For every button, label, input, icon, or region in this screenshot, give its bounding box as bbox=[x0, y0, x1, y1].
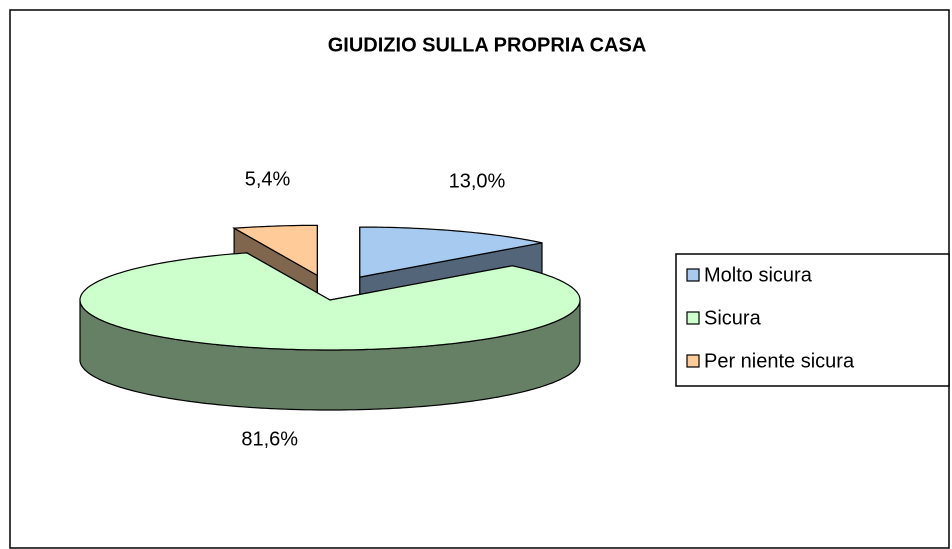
legend-label: Molto sicura bbox=[704, 264, 813, 286]
legend-label: Per niente sicura bbox=[704, 350, 855, 372]
pie-slice bbox=[232, 224, 318, 277]
data-label: 5,4% bbox=[245, 169, 291, 191]
pie-slice bbox=[359, 226, 543, 278]
legend-swatch bbox=[686, 354, 700, 368]
pie-slice bbox=[79, 252, 581, 351]
data-label: 81,6% bbox=[241, 428, 298, 450]
legend-label: Sicura bbox=[704, 307, 762, 329]
legend-swatch bbox=[686, 311, 700, 325]
chart-title: GIUDIZIO SULLA PROPRIA CASA bbox=[328, 34, 647, 56]
data-label: 13,0% bbox=[449, 170, 506, 192]
legend-swatch bbox=[686, 268, 700, 282]
legend-box bbox=[675, 253, 950, 387]
